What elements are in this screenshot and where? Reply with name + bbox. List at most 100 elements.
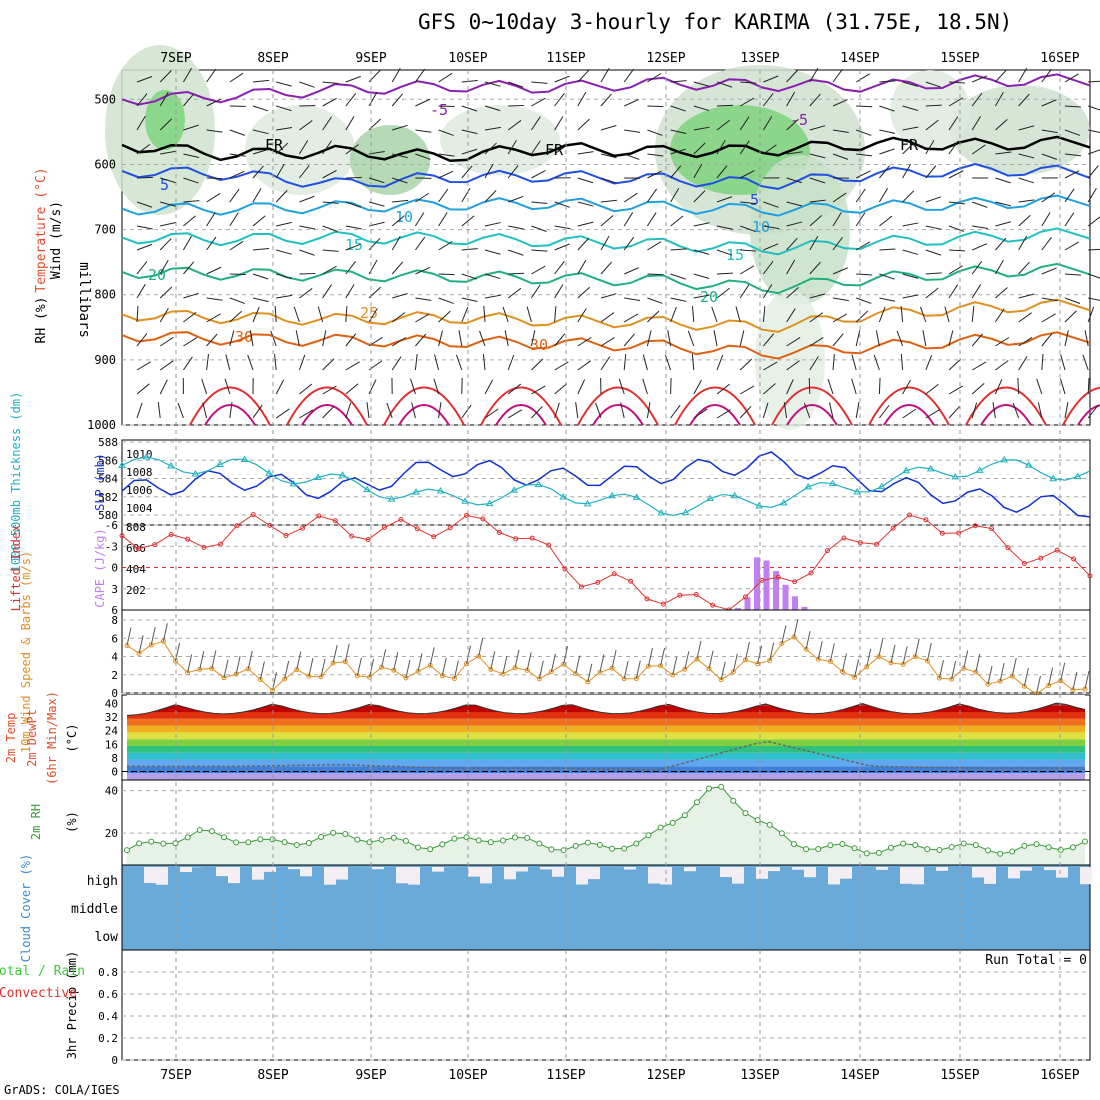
wind-barb: [136, 76, 153, 83]
temp-contour-35: [771, 386, 853, 426]
wind10m-barb: [684, 651, 690, 670]
rh2m-marker: [1021, 842, 1028, 849]
wind10m-barb: [393, 652, 399, 671]
wind-barb: [879, 80, 896, 83]
thickness-tick-label: 588: [98, 436, 118, 449]
wind-barb: [270, 330, 277, 347]
wind-barb: [693, 379, 702, 395]
wind-barb: [739, 284, 750, 299]
top-day-label: 12SEP: [646, 51, 685, 66]
lifted-index-line: [121, 513, 1091, 611]
wind10m-tick-label: 4: [111, 651, 118, 664]
wind-barb: [925, 409, 940, 419]
wind-barb: [530, 140, 541, 155]
wind-barb: [275, 408, 290, 419]
top-day-label: 15SEP: [940, 51, 979, 66]
wind-barb: [554, 260, 565, 275]
rh2m-marker: [754, 817, 761, 824]
wind10m-barb: [951, 660, 957, 680]
wind10m-barb: [647, 648, 653, 667]
thickness-marker: [142, 453, 151, 460]
wind-barb: [600, 67, 610, 83]
wind-barb: [693, 222, 710, 227]
wind10m-barb: [502, 655, 508, 675]
contour-label: 5: [750, 191, 759, 209]
wind-barb: [972, 201, 988, 208]
wind-barb: [438, 153, 455, 157]
wind10m-barb: [1084, 670, 1090, 690]
wind-barb: [716, 225, 733, 230]
wind-barb: [623, 212, 634, 227]
wind-barb: [1018, 125, 1035, 131]
wind-barb: [345, 361, 360, 371]
wind-barb: [1018, 356, 1028, 371]
wind-barb: [461, 306, 469, 323]
li-tick-label: 6: [111, 604, 118, 617]
thickness-marker: [1073, 472, 1082, 480]
thickness-marker: [461, 497, 469, 504]
wind-barb: [1064, 170, 1080, 179]
wind-barb: [229, 72, 244, 83]
wind-barb: [1018, 293, 1035, 299]
wind-barb: [345, 116, 355, 131]
wind10m-barb: [199, 651, 205, 670]
wind-barb: [762, 284, 773, 299]
thickness-marker: [926, 464, 935, 472]
lifted-index-marker: [283, 533, 289, 539]
wind-axis-label: Wind (m/s): [49, 201, 64, 279]
rh2m-marker: [245, 839, 252, 846]
wind-barb: [276, 249, 292, 255]
wind-barb: [624, 297, 641, 301]
wind-barb: [856, 297, 872, 304]
lifted-index-marker: [710, 602, 716, 608]
temp-contour-35: [286, 386, 368, 426]
rh2m-marker: [766, 821, 773, 828]
temp2m-tick-label: 8: [111, 752, 118, 765]
wind10m-barb: [708, 650, 714, 669]
wind-barb: [595, 402, 602, 419]
wind10m-barb: [938, 660, 944, 679]
wind-barb: [247, 354, 254, 371]
lifted-index-marker: [349, 533, 355, 539]
wind-barb: [577, 237, 590, 251]
thickness-tick-label: 586: [98, 454, 118, 467]
precip-frame: [121, 949, 1091, 1061]
wind-barb: [1084, 330, 1089, 347]
wind-barb: [415, 313, 430, 323]
wind-barb: [293, 306, 300, 323]
wind-barb: [693, 190, 706, 203]
wind-barb: [322, 330, 327, 347]
wind-barb: [878, 306, 886, 323]
bottom-day-label: 9SEP: [355, 1068, 386, 1083]
lifted-index-marker: [972, 523, 978, 529]
lifted-index-marker: [644, 596, 650, 602]
wind10m-barb: [660, 647, 666, 667]
wind-barb: [995, 287, 1008, 299]
cloud-gap: [1008, 867, 1020, 879]
rh2m-marker: [803, 846, 810, 853]
precip-axis-label: 3hr Precip (mm): [65, 951, 79, 1059]
wind10m-barb: [781, 625, 787, 644]
wind10m-barb: [890, 644, 896, 663]
wind-barb: [1087, 405, 1099, 419]
slp-tick-label: 1008: [126, 466, 153, 479]
lifted-index-marker: [152, 542, 158, 548]
wind-barb: [900, 306, 904, 323]
thickness-marker: [804, 482, 813, 490]
cloud-gap: [432, 867, 444, 872]
wind-barb: [879, 297, 896, 302]
thickness-marker: [167, 462, 175, 469]
wind-barb: [438, 72, 453, 83]
wind-barb: [136, 361, 152, 371]
wind-barb: [902, 222, 919, 227]
thickness-marker: [730, 491, 739, 499]
wind-barb: [577, 118, 590, 131]
thickness-tick-label: 580: [98, 509, 118, 522]
wind-barb: [739, 97, 755, 107]
wind-barb: [434, 354, 440, 371]
wind-barb: [1087, 216, 1100, 227]
wind-barb: [484, 105, 501, 112]
wind10m-frame: [121, 609, 1091, 694]
thickness-marker: [1000, 455, 1009, 463]
thickness-marker: [681, 508, 690, 516]
